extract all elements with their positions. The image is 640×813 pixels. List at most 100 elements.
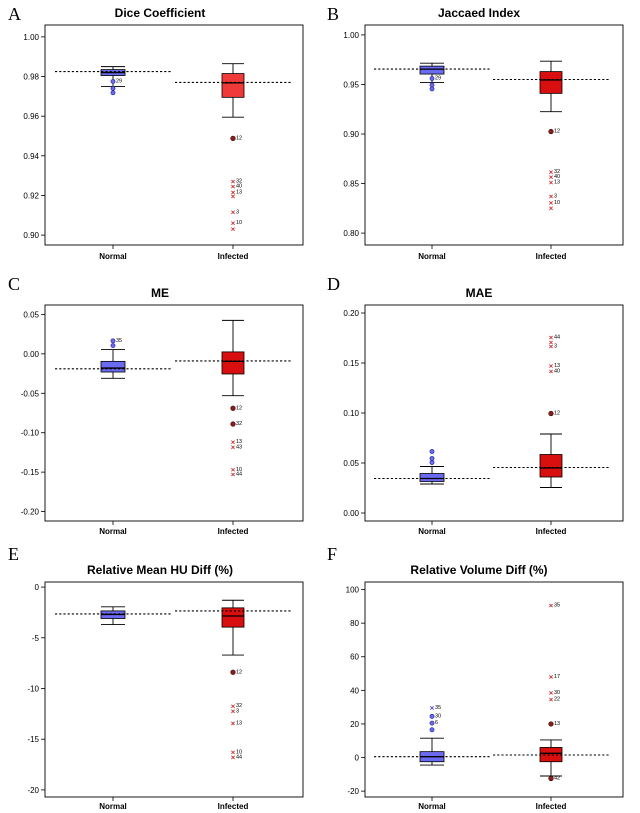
outlier-point [429,86,435,92]
outlier-point [548,775,554,782]
outlier-label: 13 [236,439,242,445]
chart-title: ME [151,286,169,300]
outlier-point [110,86,116,91]
chart-title: MAE [466,286,493,300]
box-normal [374,449,490,485]
x-tick-label: Normal [418,802,446,811]
outlier-label: 32 [236,179,242,185]
x-tick-label: Normal [99,527,127,536]
extreme-outlier-point [231,227,235,232]
outlier-point [429,82,435,88]
extreme-outlier-point [231,467,235,472]
outlier-label: 40 [236,184,242,190]
y-tick-label: 0.80 [343,229,359,238]
extreme-outlier-point [231,194,235,199]
y-tick-label: -20 [27,786,39,795]
y-tick-label: -5 [32,634,40,643]
x-tick-label: Infected [536,527,567,536]
y-tick-label: 20 [350,720,359,729]
extreme-outlier-point [549,170,553,175]
y-tick-label: 0.92 [23,191,39,200]
outlier-label: 44 [236,754,242,760]
y-tick-label: 0 [35,583,40,592]
outlier-point [429,456,435,461]
y-tick-label: -20 [347,787,359,796]
outlier-label: 42 [554,776,560,782]
box-normal: 29 [55,66,171,96]
outlier-label: 10 [554,200,560,206]
iqr-box [539,454,563,478]
outlier-point [429,727,435,733]
outlier-point [429,720,435,726]
extreme-outlier-point [231,184,235,189]
outlier-point [110,338,116,344]
x-tick-label: Infected [218,802,249,811]
outlier-label: 32 [236,703,242,709]
outlier-label: 3 [236,209,239,215]
y-tick-label: 0.10 [343,409,359,418]
panel-letter: F [327,544,337,564]
y-tick-label: 1.00 [343,31,359,40]
panel-d: D MAE 0.00 0.05 0.10 0.15 0.20 Normal Infected 12… [327,274,624,536]
extreme-outlier-point [549,697,553,702]
extreme-outlier-point [549,200,553,205]
y-tick-label: -0.10 [21,429,40,438]
extreme-outlier-point [231,190,235,195]
y-tick-label: -15 [27,735,39,744]
box-normal: 35 [55,338,171,379]
iqr-box [221,73,245,98]
outlier-label: 30 [435,713,441,719]
extreme-outlier-point [231,445,235,450]
outlier-label: 12 [236,669,242,675]
plot-frame [364,304,624,522]
outlier-label: 13 [554,721,560,727]
chart-title: Relative Volume Diff (%) [410,563,547,577]
y-tick-label: 0.85 [343,180,359,189]
outlier-label: 3 [236,708,239,714]
outlier-label: 13 [236,189,242,195]
outlier-point [230,421,236,427]
extreme-outlier-point [231,472,235,477]
panel-f: F Relative Volume Diff (%) 100 80 60 40 20 0 -20… [327,544,624,811]
outlier-label: 3 [554,193,557,199]
box-normal: 35 306 [374,705,490,766]
outlier-point [110,90,116,96]
extreme-outlier-point [549,206,553,211]
extreme-outlier-point [231,179,235,184]
iqr-box [100,360,126,373]
extreme-outlier-point [231,440,235,445]
outlier-label: 13 [554,180,560,186]
iqr-box [539,71,563,94]
y-tick-label: 0.15 [343,359,359,368]
y-tick-label: 0.20 [343,309,359,318]
x-tick-label: Normal [418,252,446,261]
iqr-box [221,607,245,628]
outlier-label: 13 [236,720,242,726]
outlier-point [548,410,554,417]
outlier-label: 32 [236,421,242,427]
y-tick-label: 1.00 [23,33,39,42]
y-tick-label: 60 [350,653,359,662]
panel-a: A Dice Coefficient 0.90 0.92 0.94 0.96 0.98 1.0… [8,4,304,261]
extreme-outlier-point [231,721,235,726]
plot-frame [44,24,304,246]
extreme-outlier-point [231,704,235,709]
outlier-point [110,79,116,84]
y-tick-label: 0.05 [23,310,39,319]
outlier-point [429,449,435,454]
extreme-outlier-point [549,344,553,349]
outlier-label: 30 [554,690,560,696]
outlier-label: 13 [554,363,560,369]
y-tick-label: 0.90 [343,130,359,139]
outlier-label: 44 [554,335,560,341]
y-tick-label: -0.15 [21,468,40,477]
outlier-label: 35 [116,338,122,344]
extreme-outlier-point [231,210,235,215]
outlier-point [429,713,435,719]
outlier-point [548,128,554,135]
plot-frame [364,581,624,798]
panel-e: E Relative Mean HU Diff (%) 0 -5 -10 -15 -20 No… [8,544,304,811]
outlier-point [548,721,554,727]
